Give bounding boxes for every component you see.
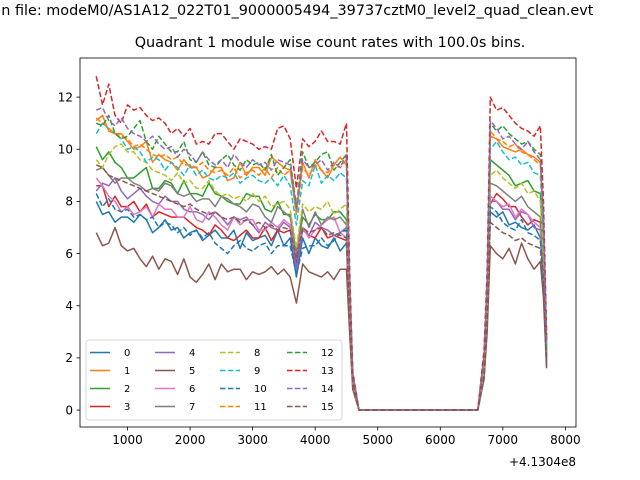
x-tick-label: 5000 [362,433,393,447]
series-line-11 [95,117,548,411]
series-line-8 [95,143,548,411]
y-tick-label: 0 [65,403,73,417]
legend-label-6: 6 [189,384,195,395]
x-tick-label: 6000 [425,433,456,447]
y-axis: 0 2 4 6 8 10 12 [58,90,80,417]
y-tick-label: 4 [65,299,73,313]
legend-label-14: 14 [321,384,334,395]
legend-label-1: 1 [124,366,130,377]
x-axis: 1000 2000 3000 4000 5000 6000 7000 8000 [112,427,581,447]
y-tick-label: 12 [58,90,73,104]
legend-label-4: 4 [189,348,195,359]
legend-label-13: 13 [321,366,334,377]
x-offset-label: +4.1304e8 [509,455,576,469]
x-tick-label: 8000 [550,433,581,447]
series-line-15 [95,164,548,411]
legend-label-8: 8 [254,348,260,359]
series-line-14 [95,106,548,411]
y-tick-label: 6 [65,247,73,261]
legend-label-9: 9 [254,366,260,377]
x-tick-label: 3000 [237,433,268,447]
legend-label-10: 10 [254,384,267,395]
x-tick-label: 4000 [300,433,331,447]
legend-label-11: 11 [254,402,267,413]
series-line-13 [95,76,548,411]
y-tick-label: 2 [65,351,73,365]
x-tick-label: 7000 [488,433,519,447]
x-tick-label: 1000 [112,433,143,447]
legend-label-0: 0 [124,348,130,359]
legend-label-5: 5 [189,366,195,377]
y-tick-label: 8 [65,195,73,209]
legend-label-15: 15 [321,402,334,413]
plot-frame [79,57,577,428]
legend-label-12: 12 [321,348,334,359]
series-layer [95,76,548,411]
legend-label-7: 7 [189,402,195,413]
figure-suptitle: In file: modeM0/AS1A12_022T01_9000005494… [0,3,594,19]
x-tick-label: 2000 [175,433,206,447]
y-tick-label: 10 [58,143,73,157]
chart-title: Quadrant 1 module wise count rates with … [134,35,526,51]
legend-label-3: 3 [124,402,130,413]
legend-box [85,339,343,421]
legend-label-2: 2 [124,384,130,395]
